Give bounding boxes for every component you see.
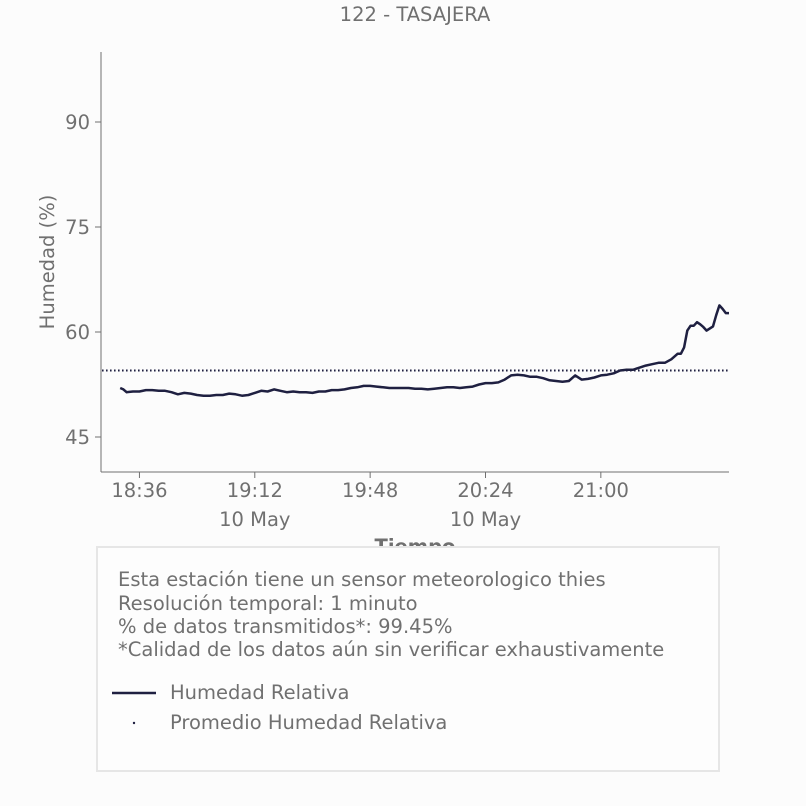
y-tick-label: 60: [65, 321, 90, 344]
y-axis-label: Humedad (%): [36, 195, 59, 330]
series-group: [102, 304, 729, 397]
x-tick-label: 21:00: [573, 479, 629, 502]
series-line-humedad-relativa: [119, 304, 729, 397]
info-resolution: Resolución temporal: 1 minuto: [118, 592, 418, 615]
x-tick-date-label: 10 May: [219, 508, 290, 531]
x-tick-label: 19:48: [342, 479, 398, 502]
y-tick-label: 90: [65, 111, 90, 134]
y-ticks: 45 60 75 90: [65, 111, 101, 449]
legend-label-average: Promedio Humedad Relativa: [170, 711, 448, 734]
info-quality-note: *Calidad de los datos aún sin verificar …: [118, 638, 665, 661]
x-tick-label: 19:12: [227, 479, 283, 502]
x-tick-label: 20:24: [457, 479, 513, 502]
info-transmitted: % de datos transmitidos*: 99.45%: [118, 615, 453, 638]
chart-title: 122 - TASAJERA: [340, 3, 491, 26]
legend-label-humidity: Humedad Relativa: [170, 681, 350, 704]
x-ticks: 18:36 19:12 10 May 19:48 20:24 10 May 21:00: [111, 472, 629, 531]
legend-dot-icon: [132, 721, 136, 725]
y-tick-label: 75: [65, 216, 90, 239]
x-tick-label: 18:36: [111, 479, 167, 502]
info-sensor: Esta estación tiene un sensor meteorolog…: [118, 568, 606, 591]
y-tick-label: 45: [65, 426, 90, 449]
legend-solid-line-icon: [112, 691, 156, 695]
x-tick-date-label: 10 May: [450, 508, 521, 531]
info-box: Esta estación tiene un sensor meteorolog…: [96, 546, 720, 772]
